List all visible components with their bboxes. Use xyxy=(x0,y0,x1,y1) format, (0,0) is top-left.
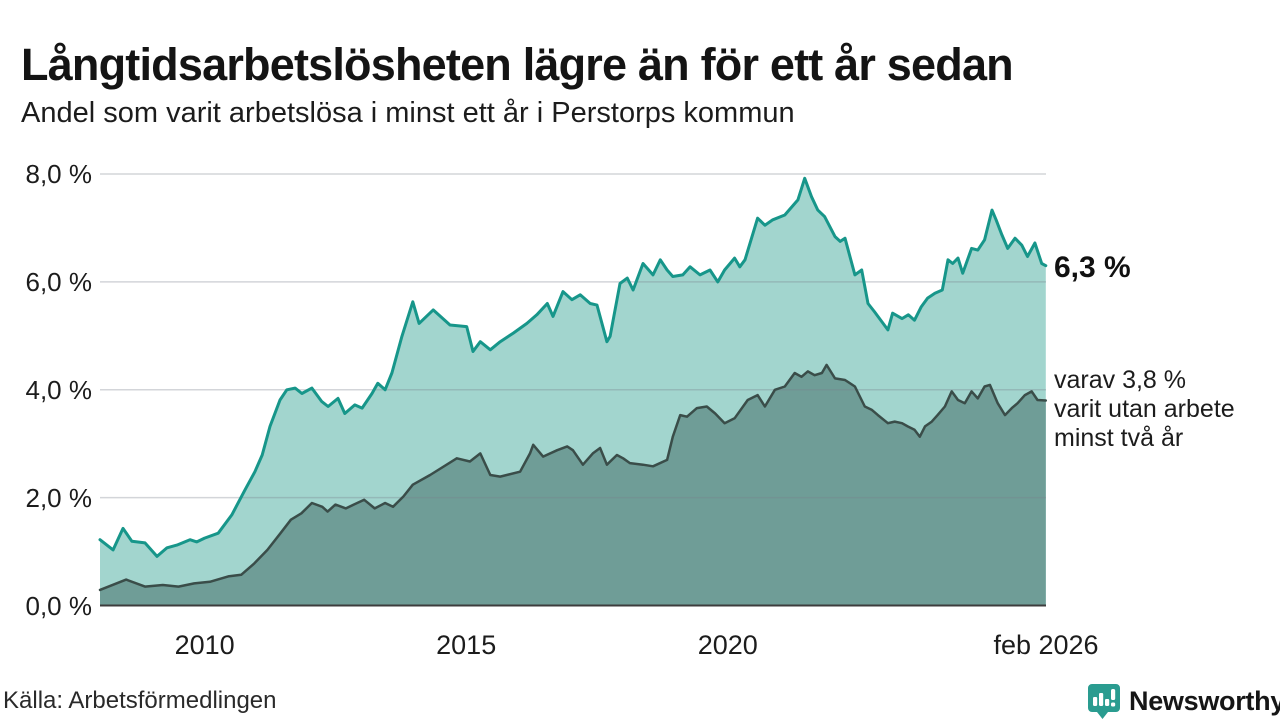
y-tick-label-4,0 %: 4,0 % xyxy=(25,374,93,405)
source-note: Källa: Arbetsförmedlingen xyxy=(3,687,277,714)
logo-bar-1 xyxy=(1093,697,1098,706)
newsworthy-bubble xyxy=(1088,684,1120,719)
series2-line xyxy=(98,363,1048,592)
logo-bar-3 xyxy=(1105,699,1110,706)
x-tick-label-2010: 2010 xyxy=(174,630,235,660)
series2-annotation-line3: minst två år xyxy=(1054,424,1184,452)
chart-title: Långtidsarbetslösheten lägre än för ett … xyxy=(21,39,1014,91)
x-tick-label-2015: 2015 xyxy=(436,630,497,660)
series1-end-value-label: 6,3 % xyxy=(1054,251,1131,284)
newsworthy-logo: Newsworthy xyxy=(1084,682,1280,720)
series2-annotation-line2: varit utan arbete xyxy=(1054,395,1235,423)
brand-name: Newsworthy xyxy=(1129,685,1280,716)
y-tick-label-6,0 %: 6,0 % xyxy=(25,266,93,297)
logo-bar-2 xyxy=(1099,693,1104,706)
y-tick-label-0,0 %: 0,0 % xyxy=(25,590,93,621)
x-tick-label-feb 2026: feb 2026 xyxy=(993,630,1099,660)
newsworthy-icon xyxy=(1088,684,1120,719)
chart-subtitle: Andel som varit arbetslösa i minst ett å… xyxy=(21,97,795,129)
series1-line xyxy=(98,176,1048,558)
y-tick-label-2,0 %: 2,0 % xyxy=(25,482,93,513)
logo-exclamation-stem xyxy=(1111,689,1116,700)
series2-annotation-line1: varav 3,8 % xyxy=(1054,366,1187,394)
series2-annotation: varav 3,8 % varit utan arbete minst två … xyxy=(1054,366,1235,453)
x-tick-label-2020: 2020 xyxy=(697,630,758,660)
series2-area xyxy=(100,364,1046,606)
logo-exclamation-dot xyxy=(1111,702,1116,707)
y-tick-label-8,0 %: 8,0 % xyxy=(25,159,93,189)
